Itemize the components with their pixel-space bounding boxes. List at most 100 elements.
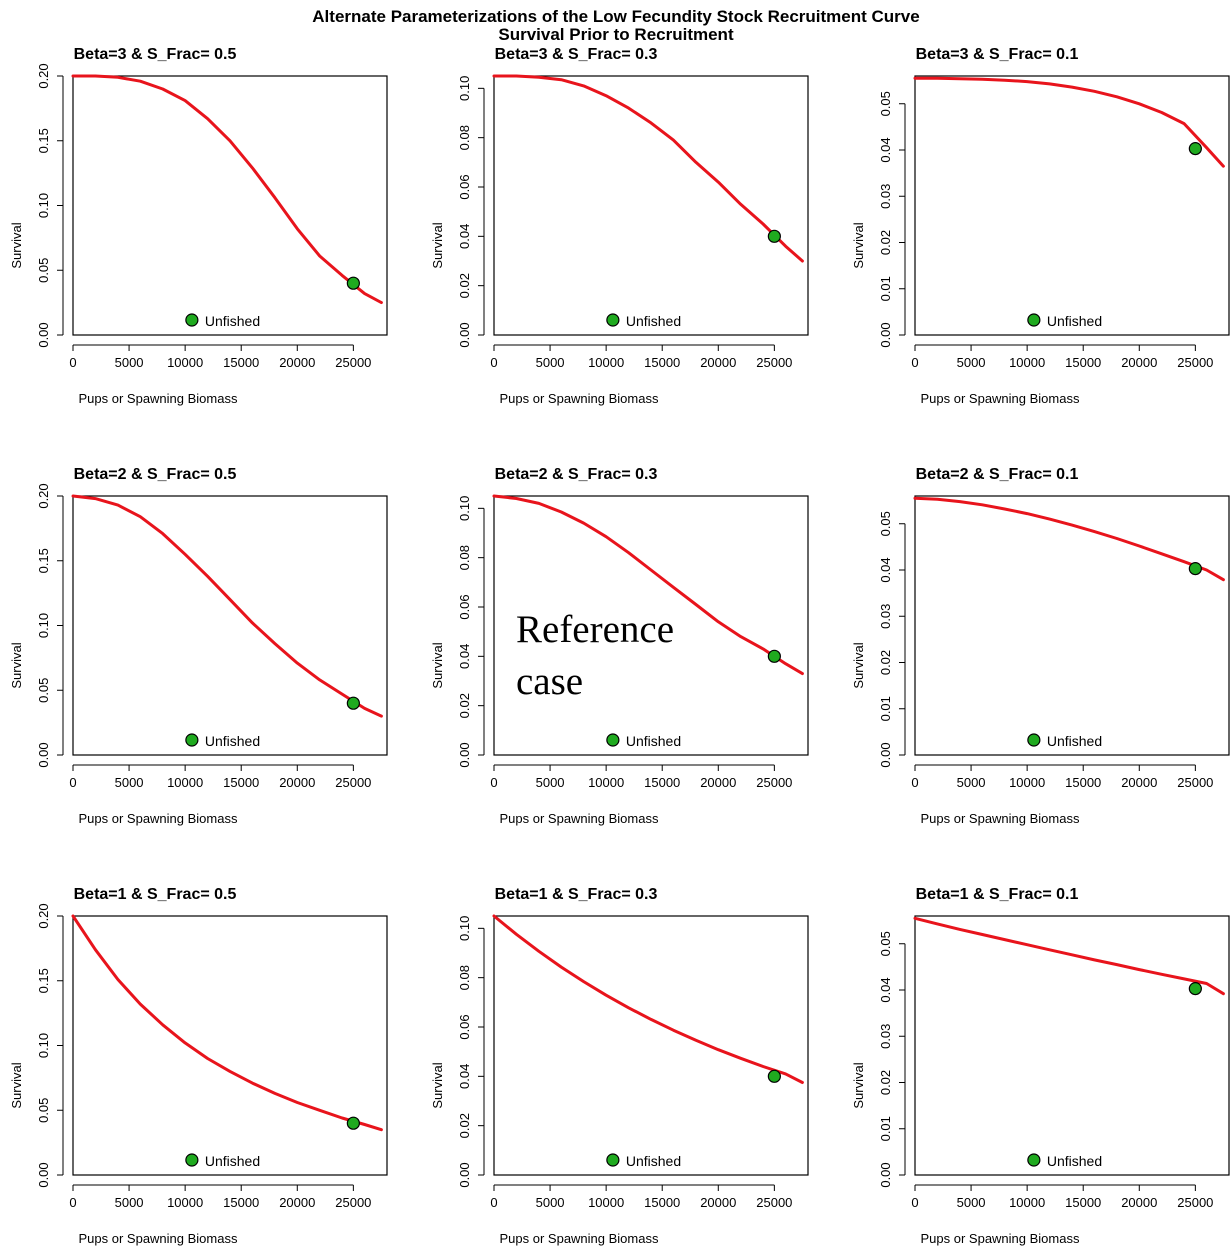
survival-curve xyxy=(913,916,1225,996)
panel-title: Beta=2 & S_Frac= 0.5 xyxy=(74,466,237,483)
y-tick-label: 0.05 xyxy=(878,511,893,536)
x-tick-label: 0 xyxy=(69,355,76,370)
y-tick-label: 0.20 xyxy=(36,63,51,88)
x-tick-label: 25000 xyxy=(1177,355,1213,370)
x-tick-label: 10000 xyxy=(1009,355,1045,370)
annotation-line-2: case xyxy=(516,660,584,703)
panel-title: Beta=2 & S_Frac= 0.1 xyxy=(916,466,1079,483)
x-tick-label: 15000 xyxy=(223,1195,259,1210)
reference-case-annotation: Reference case xyxy=(516,604,674,708)
annotation-line-1: Reference xyxy=(516,608,675,651)
legend-marker xyxy=(606,313,620,327)
y-tick-label: 0.03 xyxy=(878,604,893,629)
y-tick-label: 0.02 xyxy=(878,230,893,255)
panel-title: Beta=3 & S_Frac= 0.5 xyxy=(74,46,237,63)
x-tick-label: 25000 xyxy=(756,1195,792,1210)
unfished-point xyxy=(767,1069,781,1083)
y-tick-label: 0.00 xyxy=(36,322,51,347)
x-tick-label: 10000 xyxy=(167,775,203,790)
x-tick-label: 25000 xyxy=(335,355,371,370)
y-tick-label: 0.00 xyxy=(878,322,893,347)
x-tick-label: 20000 xyxy=(279,355,315,370)
chart-panel: Beta=2 & S_Frac= 0.3 0 5000 10000 15000 20000… xyxy=(421,460,811,830)
x-tick-label: 15000 xyxy=(644,775,680,790)
y-tick-label: 0.08 xyxy=(457,125,472,150)
y-tick-label: 0.01 xyxy=(878,1116,893,1141)
y-tick-label: 0.20 xyxy=(36,903,51,928)
y-tick-label: 0.05 xyxy=(878,91,893,116)
y-tick-label: 0.03 xyxy=(878,1024,893,1049)
unfished-point xyxy=(346,276,360,290)
legend-marker xyxy=(606,1153,620,1167)
x-tick-label: 5000 xyxy=(536,1195,565,1210)
x-axis-label: Pups or Spawning Biomass xyxy=(921,1231,1080,1246)
panel-title: Beta=3 & S_Frac= 0.1 xyxy=(916,46,1079,63)
y-tick-label: 0.10 xyxy=(36,613,51,638)
x-tick-label: 20000 xyxy=(700,775,736,790)
x-tick-label: 20000 xyxy=(1121,1195,1157,1210)
chart-panel: Beta=3 & S_Frac= 0.3 0 5000 10000 15000 20000… xyxy=(421,40,811,410)
x-axis-label: Pups or Spawning Biomass xyxy=(921,391,1080,406)
legend-label: Unfished xyxy=(205,313,260,329)
y-tick-label: 0.15 xyxy=(36,968,51,993)
x-tick-label: 25000 xyxy=(1177,1195,1213,1210)
y-tick-label: 0.00 xyxy=(36,1162,51,1187)
unfished-point xyxy=(1188,982,1202,996)
x-tick-label: 0 xyxy=(69,775,76,790)
y-tick-label: 0.04 xyxy=(878,137,893,162)
y-tick-label: 0.10 xyxy=(457,916,472,941)
y-axis-label: Survival xyxy=(430,1062,445,1108)
y-tick-label: 0.02 xyxy=(457,1113,472,1138)
legend-marker xyxy=(185,1153,199,1167)
chart-panel: Beta=2 & S_Frac= 0.1 0 5000 10000 15000 20000… xyxy=(842,460,1232,830)
x-tick-label: 10000 xyxy=(588,355,624,370)
x-tick-label: 0 xyxy=(911,355,918,370)
x-tick-label: 5000 xyxy=(115,775,144,790)
y-tick-label: 0.04 xyxy=(457,224,472,249)
y-tick-label: 0.04 xyxy=(878,557,893,582)
survival-curve xyxy=(71,494,383,718)
y-tick-label: 0.00 xyxy=(878,742,893,767)
survival-curve xyxy=(71,74,383,305)
figure-title: Alternate Parameterizations of the Low F… xyxy=(312,7,920,26)
legend-label: Unfished xyxy=(626,1153,681,1169)
y-axis-label: Survival xyxy=(430,222,445,268)
x-tick-label: 25000 xyxy=(756,355,792,370)
x-axis-label: Pups or Spawning Biomass xyxy=(500,391,659,406)
unfished-point xyxy=(346,1116,360,1130)
y-tick-label: 0.05 xyxy=(878,931,893,956)
x-tick-label: 0 xyxy=(490,775,497,790)
y-tick-label: 0.04 xyxy=(878,977,893,1002)
x-axis-label: Pups or Spawning Biomass xyxy=(921,811,1080,826)
y-axis-label: Survival xyxy=(851,222,866,268)
x-tick-label: 20000 xyxy=(700,355,736,370)
y-tick-label: 0.06 xyxy=(457,174,472,199)
legend-label: Unfished xyxy=(626,313,681,329)
y-axis-label: Survival xyxy=(430,642,445,688)
chart-svg: Beta=3 & S_Frac= 0.1 0 5000 10000 15000 20000… xyxy=(851,46,1230,406)
chart-panel: Beta=3 & S_Frac= 0.5 0 5000 10000 15000 20000… xyxy=(0,40,390,410)
x-tick-label: 15000 xyxy=(644,1195,680,1210)
chart-svg: Beta=2 & S_Frac= 0.3 0 5000 10000 15000 20000… xyxy=(430,466,809,826)
y-axis-label: Survival xyxy=(9,222,24,268)
y-tick-label: 0.00 xyxy=(878,1162,893,1187)
plot-frame xyxy=(493,75,809,336)
x-tick-label: 20000 xyxy=(1121,775,1157,790)
y-tick-label: 0.08 xyxy=(457,545,472,570)
y-tick-label: 0.03 xyxy=(878,184,893,209)
x-tick-label: 5000 xyxy=(115,1195,144,1210)
y-tick-label: 0.20 xyxy=(36,483,51,508)
figure-subtitle: Survival Prior to Recruitment xyxy=(498,25,734,44)
y-tick-label: 0.00 xyxy=(457,322,472,347)
y-tick-label: 0.05 xyxy=(36,258,51,283)
x-tick-label: 0 xyxy=(69,1195,76,1210)
survival-curve xyxy=(913,496,1225,582)
y-axis-label: Survival xyxy=(9,642,24,688)
y-axis-label: Survival xyxy=(851,1062,866,1108)
legend-label: Unfished xyxy=(1047,1153,1102,1169)
panel-title: Beta=3 & S_Frac= 0.3 xyxy=(495,46,658,63)
x-tick-label: 0 xyxy=(490,1195,497,1210)
y-axis-label: Survival xyxy=(851,642,866,688)
y-tick-label: 0.02 xyxy=(457,273,472,298)
plot-frame xyxy=(72,75,388,336)
